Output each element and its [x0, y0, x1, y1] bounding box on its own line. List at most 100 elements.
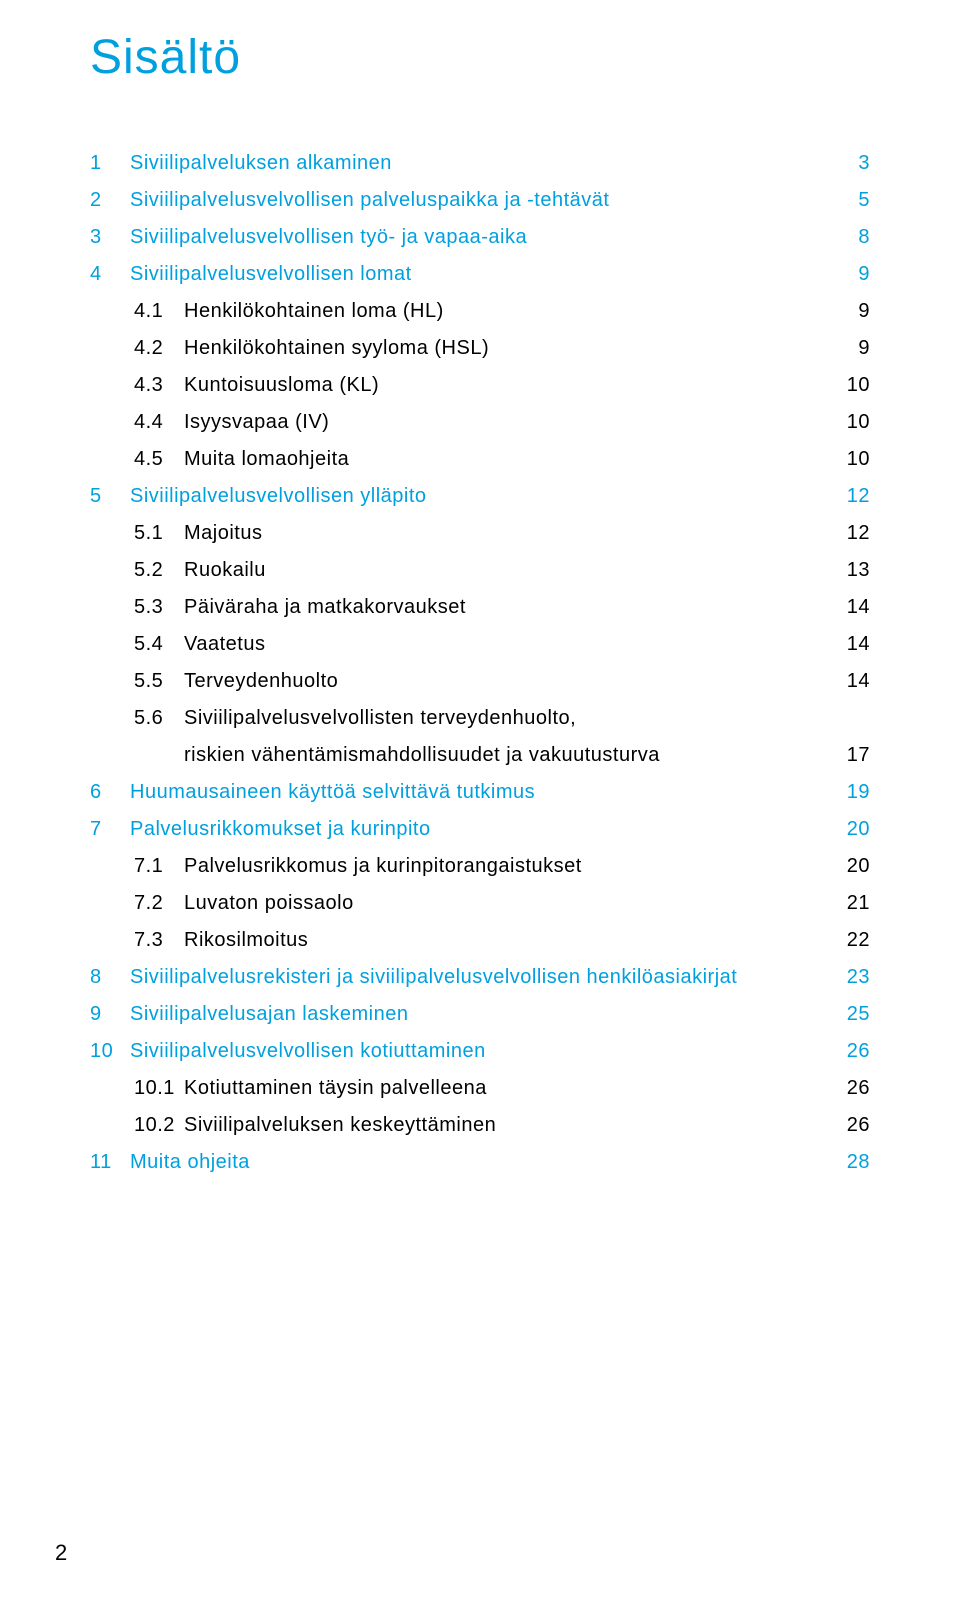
- toc-page-number: 8: [820, 219, 870, 256]
- toc-page-number: 14: [820, 626, 870, 663]
- toc-page-number: 14: [820, 663, 870, 700]
- toc-chapter-number: 3: [90, 219, 130, 256]
- toc-title-text: Henkilökohtainen syyloma (HSL): [184, 330, 489, 367]
- toc-title-text: Siviilipalvelusrekisteri ja siviilipalve…: [130, 959, 737, 996]
- toc-chapter-number: 5: [90, 478, 130, 515]
- toc-title-text: Isyysvapaa (IV): [184, 404, 329, 441]
- toc-chapter-number: 1: [90, 145, 130, 182]
- toc-title-text: Siviilipalvelusajan laskeminen: [130, 996, 408, 1033]
- toc-section-number: 7.1: [130, 848, 184, 885]
- toc-row: 6Huumausaineen käyttöä selvittävä tutkim…: [90, 774, 870, 811]
- toc-page-number: 5: [820, 182, 870, 219]
- toc-title-text: Ruokailu: [184, 552, 266, 589]
- toc-row: 5.3Päiväraha ja matkakorvaukset14: [90, 589, 870, 626]
- toc-title-text: Kotiuttaminen täysin palvelleena: [184, 1070, 487, 1107]
- toc-page-number: 28: [820, 1144, 870, 1181]
- toc-page-number: 10: [820, 441, 870, 478]
- toc-section-number: 4.2: [130, 330, 184, 367]
- toc-row: 4.3Kuntoisuusloma (KL)10: [90, 367, 870, 404]
- toc-section-number: 4.3: [130, 367, 184, 404]
- toc-page-number: 20: [820, 811, 870, 848]
- toc-row: 10.2Siviilipalveluksen keskeyttäminen 26: [90, 1107, 870, 1144]
- toc-page-number: 23: [820, 959, 870, 996]
- toc-title-text: Siviilipalvelusvelvollisten terveydenhuo…: [184, 700, 576, 737]
- toc-section-number: 5.4: [130, 626, 184, 663]
- page-number: 2: [55, 1540, 67, 1566]
- toc-title-text: Siviilipalvelusvelvollisen palveluspaikk…: [130, 182, 609, 219]
- toc-row: 5.2Ruokailu 13: [90, 552, 870, 589]
- toc-title-text: Siviilipalveluksen keskeyttäminen: [184, 1107, 496, 1144]
- toc-page-number: 26: [820, 1107, 870, 1144]
- toc-title-text: Muita lomaohjeita: [184, 441, 349, 478]
- toc-section-number: 5.2: [130, 552, 184, 589]
- toc-page-number: 9: [820, 293, 870, 330]
- toc-title-text: Siviilipalvelusvelvollisen työ- ja vapaa…: [130, 219, 527, 256]
- toc-chapter-number: 9: [90, 996, 130, 1033]
- toc-title-text: Kuntoisuusloma (KL): [184, 367, 379, 404]
- toc-chapter-number: 6: [90, 774, 130, 811]
- toc-page-number: 9: [820, 256, 870, 293]
- toc-page-number: 17: [820, 737, 870, 774]
- toc-page-number: 10: [820, 404, 870, 441]
- toc-row: 10Siviilipalvelusvelvollisen kotiuttamin…: [90, 1033, 870, 1070]
- toc-title-text: Siviilipalvelusvelvollisen ylläpito: [130, 478, 427, 515]
- toc-row: riskien vähentämismahdollisuudet ja vaku…: [90, 737, 870, 774]
- table-of-contents: 1Siviilipalveluksen alkaminen32Siviilipa…: [90, 145, 870, 1181]
- toc-row: 5Siviilipalvelusvelvollisen ylläpito 12: [90, 478, 870, 515]
- toc-section-number: 5.6: [130, 700, 184, 737]
- toc-page-number: 21: [820, 885, 870, 922]
- toc-row: 5.1Majoitus12: [90, 515, 870, 552]
- toc-title-text: Luvaton poissaolo: [184, 885, 354, 922]
- toc-title-text: Huumausaineen käyttöä selvittävä tutkimu…: [130, 774, 535, 811]
- toc-title-text: Palvelusrikkomukset ja kurinpito: [130, 811, 431, 848]
- toc-row: 7.3Rikosilmoitus 22: [90, 922, 870, 959]
- toc-row: 4.1Henkilökohtainen loma (HL) 9: [90, 293, 870, 330]
- toc-title-text: Siviilipalvelusvelvollisen kotiuttaminen: [130, 1033, 486, 1070]
- toc-row: 4Siviilipalvelusvelvollisen lomat9: [90, 256, 870, 293]
- toc-row: 10.1Kotiuttaminen täysin palvelleena26: [90, 1070, 870, 1107]
- toc-page-number: 25: [820, 996, 870, 1033]
- toc-page-number: 12: [820, 478, 870, 515]
- toc-row: 8Siviilipalvelusrekisteri ja siviilipalv…: [90, 959, 870, 996]
- toc-chapter-number: 8: [90, 959, 130, 996]
- toc-section-number: 10.2: [130, 1107, 184, 1144]
- toc-row: 7.1Palvelusrikkomus ja kurinpitorangaist…: [90, 848, 870, 885]
- toc-page-number: 19: [820, 774, 870, 811]
- toc-section-number: 4.4: [130, 404, 184, 441]
- toc-row: 3Siviilipalvelusvelvollisen työ- ja vapa…: [90, 219, 870, 256]
- toc-row: 2Siviilipalvelusvelvollisen palveluspaik…: [90, 182, 870, 219]
- page-title: Sisältö: [90, 30, 870, 85]
- toc-title-text: Muita ohjeita: [130, 1144, 250, 1181]
- toc-chapter-number: 11: [90, 1144, 130, 1181]
- toc-row: 5.6Siviilipalvelusvelvollisten terveyden…: [90, 700, 870, 737]
- toc-title-text: Terveydenhuolto: [184, 663, 338, 700]
- toc-row: 4.2Henkilökohtainen syyloma (HSL)9: [90, 330, 870, 367]
- toc-chapter-number: 2: [90, 182, 130, 219]
- toc-page-number: 26: [820, 1033, 870, 1070]
- toc-section-number: 7.3: [130, 922, 184, 959]
- toc-section-number: 4.5: [130, 441, 184, 478]
- toc-page-number: 22: [820, 922, 870, 959]
- toc-row: 9Siviilipalvelusajan laskeminen 25: [90, 996, 870, 1033]
- toc-row: 7.2Luvaton poissaolo 21: [90, 885, 870, 922]
- toc-title-text: Vaatetus: [184, 626, 265, 663]
- toc-page-number: 20: [820, 848, 870, 885]
- toc-title-text: Rikosilmoitus: [184, 922, 308, 959]
- toc-section-number: 4.1: [130, 293, 184, 330]
- toc-page-number: 3: [820, 145, 870, 182]
- toc-row: 5.5Terveydenhuolto 14: [90, 663, 870, 700]
- toc-title-text: Siviilipalveluksen alkaminen: [130, 145, 392, 182]
- toc-section-number: 5.5: [130, 663, 184, 700]
- toc-title-text: Päiväraha ja matkakorvaukset: [184, 589, 466, 626]
- toc-chapter-number: 4: [90, 256, 130, 293]
- toc-section-number: 5.1: [130, 515, 184, 552]
- toc-section-number: 7.2: [130, 885, 184, 922]
- toc-title-text: Henkilökohtainen loma (HL): [184, 293, 444, 330]
- toc-chapter-number: 7: [90, 811, 130, 848]
- toc-row: 7Palvelusrikkomukset ja kurinpito 20: [90, 811, 870, 848]
- toc-section-number: 5.3: [130, 589, 184, 626]
- toc-page-number: 13: [820, 552, 870, 589]
- toc-row: 4.5Muita lomaohjeita 10: [90, 441, 870, 478]
- toc-title-text: Majoitus: [184, 515, 262, 552]
- toc-row: 11Muita ohjeita 28: [90, 1144, 870, 1181]
